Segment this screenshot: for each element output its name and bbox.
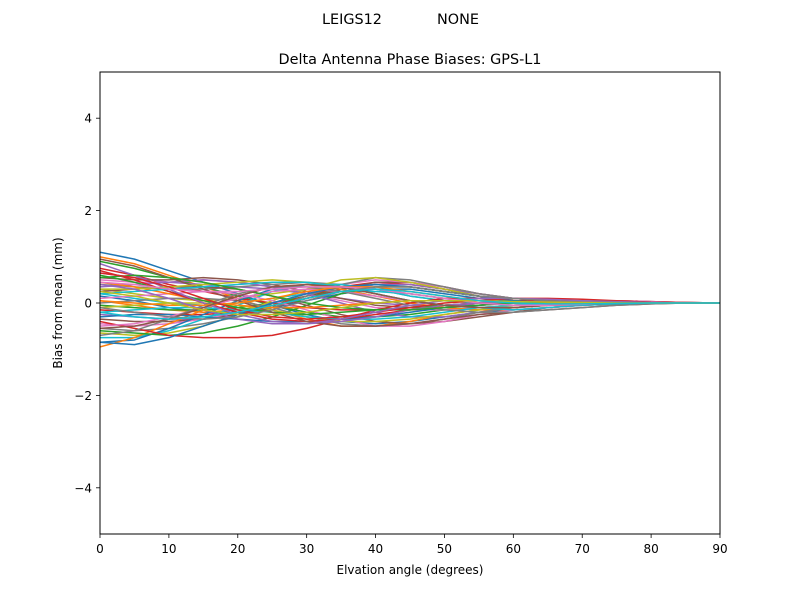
y-tick-label: 4 xyxy=(84,112,92,126)
x-tick-label: 90 xyxy=(712,542,727,556)
y-axis-label: Bias from mean (mm) xyxy=(51,237,65,368)
series-line-50 xyxy=(100,288,720,320)
x-tick-label: 50 xyxy=(437,542,452,556)
chart-title: Delta Antenna Phase Biases: GPS-L1 xyxy=(279,52,542,68)
series-line-44 xyxy=(100,272,720,320)
y-tick-label: 2 xyxy=(84,204,92,218)
x-tick-label: 20 xyxy=(230,542,245,556)
x-tick-label: 60 xyxy=(506,542,521,556)
x-axis-ticks: 0 10 20 30 40 50 60 70 80 90 xyxy=(96,534,728,556)
series-layer xyxy=(100,251,720,348)
suptitle-left: LEIGS12 xyxy=(322,12,382,28)
x-tick-label: 80 xyxy=(643,542,658,556)
x-tick-label: 10 xyxy=(161,542,176,556)
suptitle-right: NONE xyxy=(437,12,479,28)
y-tick-label: 0 xyxy=(84,297,92,311)
plot-frame xyxy=(99,71,721,535)
x-axis-label: Elvation angle (degrees) xyxy=(337,563,484,577)
x-tick-label: 40 xyxy=(368,542,383,556)
y-tick-label: −4 xyxy=(74,481,92,495)
y-tick-label: −2 xyxy=(74,389,92,403)
x-tick-label: 30 xyxy=(299,542,314,556)
y-axis-ticks: −4 −2 0 2 4 xyxy=(74,112,100,495)
x-tick-label: 0 xyxy=(96,542,104,556)
x-tick-label: 70 xyxy=(575,542,590,556)
